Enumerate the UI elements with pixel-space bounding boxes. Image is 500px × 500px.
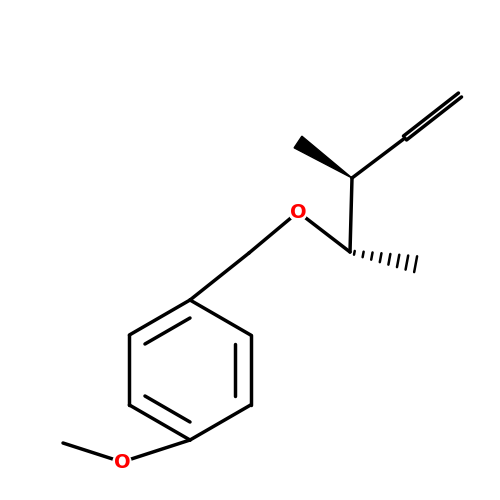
Circle shape <box>289 203 307 221</box>
Polygon shape <box>294 136 352 178</box>
Circle shape <box>113 453 131 471</box>
Text: O: O <box>114 452 130 471</box>
Text: O: O <box>290 202 306 222</box>
